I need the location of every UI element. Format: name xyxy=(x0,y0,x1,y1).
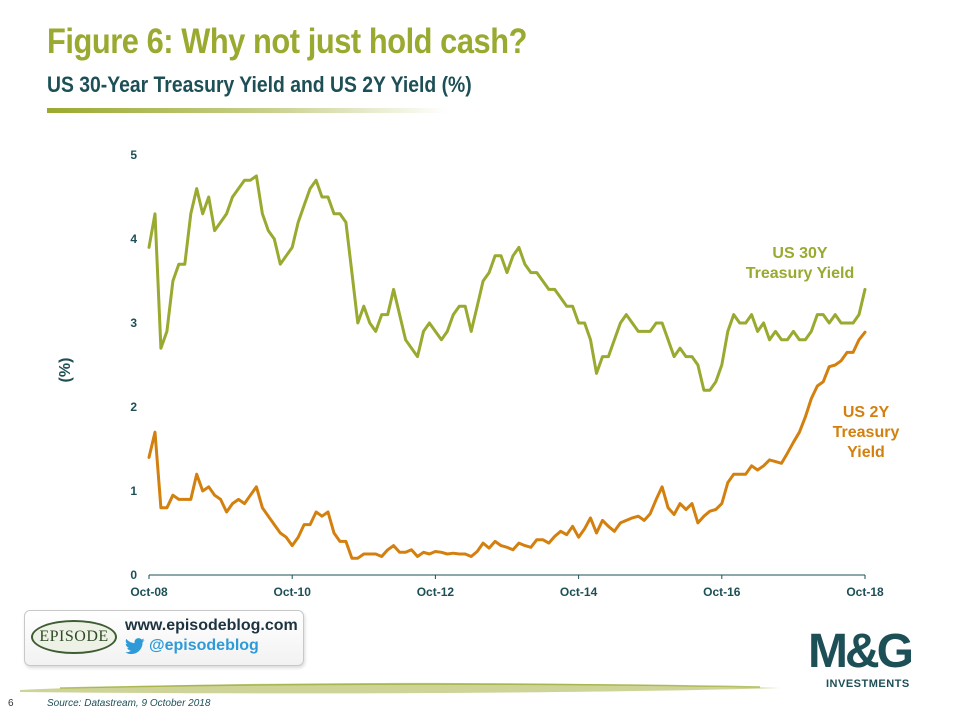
series-label-line: Treasury xyxy=(833,424,900,441)
series-label-line: Yield xyxy=(847,444,885,461)
episode-logo: EPISODE xyxy=(31,620,117,654)
title-underline xyxy=(47,108,447,113)
chart-series-labels: US 30Y Treasury Yield US 2Y Treasury Yield xyxy=(746,245,900,461)
series-30y-label: US 30Y Treasury Yield xyxy=(746,245,855,282)
twitter-bird-icon xyxy=(125,637,145,654)
x-tick-label: Oct-08 xyxy=(130,585,168,599)
x-tick-label: Oct-14 xyxy=(560,585,598,599)
series-label-line: US 30Y xyxy=(772,245,827,262)
series-label-line: Treasury Yield xyxy=(746,265,855,282)
page-subtitle: US 30-Year Treasury Yield and US 2Y Yiel… xyxy=(47,72,472,97)
twitter-link[interactable]: @episodeblog xyxy=(125,637,259,655)
x-tick-label: Oct-12 xyxy=(417,585,455,599)
chart-axes: Oct-08 Oct-10 Oct-12 Oct-14 Oct-16 Oct-18 0 1 2 3… xyxy=(57,148,884,599)
chart-series xyxy=(147,174,867,560)
y-tick-label: 5 xyxy=(130,148,137,162)
x-tick-label: Oct-18 xyxy=(846,585,884,599)
mg-logo-mark: M&G xyxy=(808,625,914,678)
x-tick-label: Oct-16 xyxy=(703,585,741,599)
mg-logo-subtext: INVESTMENTS xyxy=(826,678,910,690)
source-note: Source: Datastream, 9 October 2018 xyxy=(47,698,211,709)
y-axis-label: (%) xyxy=(57,358,74,383)
x-tick-label: Oct-10 xyxy=(274,585,312,599)
y-tick-label: 2 xyxy=(130,400,137,414)
series-label-line: US 2Y xyxy=(843,404,890,421)
y-tick-label: 1 xyxy=(130,484,137,498)
blog-promo-box[interactable]: EPISODE www.episodeblog.com @episodeblog xyxy=(24,610,304,666)
y-tick-label: 0 xyxy=(130,568,137,582)
y-tick-label: 4 xyxy=(130,232,137,246)
mg-investments-logo: M&G INVESTMENTS xyxy=(808,626,933,696)
page-number: 6 xyxy=(8,698,14,709)
series-2y-label: US 2Y Treasury Yield xyxy=(833,404,900,461)
series-30y-line xyxy=(147,174,867,392)
page-title: Figure 6: Why not just hold cash? xyxy=(47,22,527,61)
y-tick-label: 3 xyxy=(130,316,137,330)
yield-chart: Oct-08 Oct-10 Oct-12 Oct-14 Oct-16 Oct-18 0 1 2 3… xyxy=(57,148,900,599)
series-2y-line xyxy=(147,330,867,560)
blog-url-link[interactable]: www.episodeblog.com xyxy=(125,617,298,634)
twitter-handle[interactable]: @episodeblog xyxy=(149,637,259,654)
episode-logo-text: EPISODE xyxy=(39,628,109,645)
